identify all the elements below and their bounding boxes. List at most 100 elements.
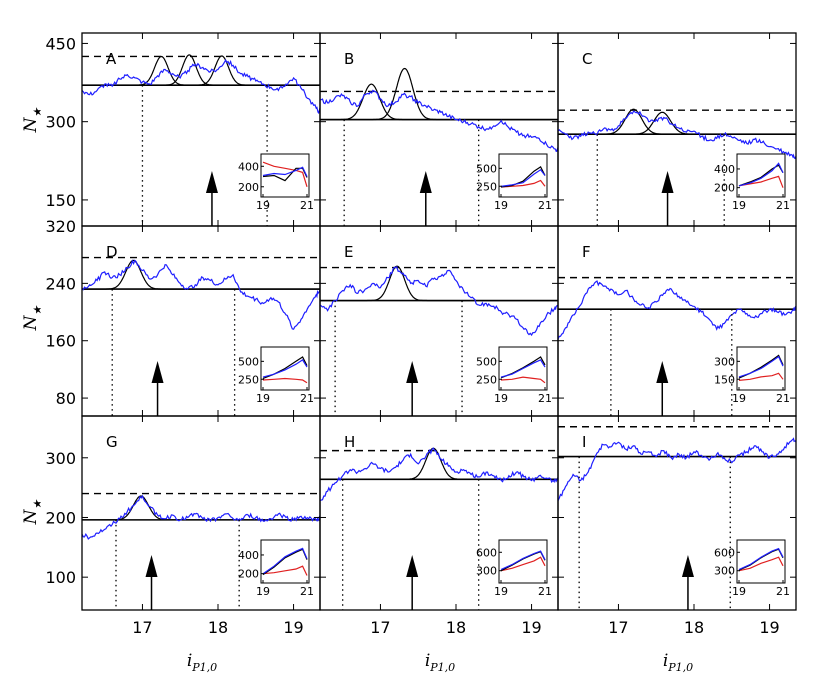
- panel-g-inset-blue-line: [262, 547, 308, 575]
- xlabel-col3: iP1,0: [663, 651, 693, 674]
- panel-c-gaussian-fit-1: [558, 108, 796, 135]
- panel-d-inset-ytick-label: 250: [238, 373, 259, 386]
- panel-c-inset-xtick-label: 21: [776, 199, 790, 212]
- panel-e-arrow-head: [406, 361, 419, 383]
- panel-c-plot-area: [558, 108, 796, 226]
- panel-i-inset-frame: [736, 539, 786, 584]
- panel-e-gaussian-fit-1: [320, 265, 558, 302]
- panel-g-inset-ytick-label: 200: [238, 568, 259, 581]
- panel-b-inset-black-line: [500, 166, 546, 188]
- ylabel-row2: N★: [21, 305, 44, 332]
- panel-b: B 250 500 19 21: [319, 32, 559, 227]
- panel-i-label: I: [582, 433, 586, 451]
- panel-i-inset-ytick-label: 600: [714, 546, 735, 559]
- panel-a-ytick-label: 150: [45, 191, 76, 210]
- panel-a-gaussian-fit-3: [82, 55, 320, 86]
- panel-h-inset-red-line: [500, 556, 546, 572]
- panel-b-inset-ytick-label: 500: [476, 162, 497, 175]
- panel-h-label: H: [344, 433, 355, 451]
- panel-h-xtick-label: 18: [446, 618, 466, 637]
- panel-e-inset-xtick-label: 21: [538, 392, 552, 405]
- panel-g-inset-red-line: [262, 565, 308, 576]
- panel-d-ytick-label: 160: [45, 332, 76, 351]
- panel-d-inset-ytick-label: 500: [238, 355, 259, 368]
- panel-a-inset-blue-line: [262, 166, 308, 177]
- panel-b-inset-red-line: [500, 179, 546, 188]
- panel-c-label: C: [582, 50, 592, 68]
- panel-g-inset-xtick-label: 19: [256, 585, 270, 598]
- panel-f-inset-xtick-label: 21: [776, 392, 790, 405]
- panel-d-inset-blue-line: [262, 359, 308, 378]
- panel-h-xtick-label: 17: [370, 618, 390, 637]
- panel-d-arrow-head: [151, 361, 164, 383]
- panel-g-inset-xtick-label: 21: [300, 585, 314, 598]
- panel-c-arrow-head: [661, 171, 674, 193]
- panel-a-inset-ytick-label: 200: [238, 181, 259, 194]
- panel-b-gaussian-fit-1: [320, 83, 558, 121]
- panel-c-inset-black-line: [738, 164, 784, 187]
- panel-g-xtick-label: 19: [283, 618, 303, 637]
- panel-b-inset-xtick-label: 19: [494, 199, 508, 212]
- panel-d: D 250 500 19 21 80 160 240: [45, 225, 321, 417]
- xlabel-col2: iP1,0: [425, 651, 455, 674]
- panel-i-xtick-label: 18: [684, 618, 704, 637]
- panel-b-inset-frame: [498, 153, 548, 198]
- panel-h-inset-xtick-label: 19: [494, 585, 508, 598]
- panel-g-gaussian-fit-1: [82, 495, 320, 521]
- panel-c-gaussian-fit-2: [558, 111, 796, 135]
- panel-c-inset-ytick-label: 200: [714, 182, 735, 195]
- panel-f-inset-blue-line: [738, 355, 784, 378]
- panel-e: E 250 500 19 21: [319, 225, 559, 417]
- panel-b-inset-ytick-label: 250: [476, 180, 497, 193]
- panel-g-inset-ytick-label: 400: [238, 549, 259, 562]
- panel-h-inset-ytick-label: 300: [476, 565, 497, 578]
- panel-h-arrow-head: [406, 555, 419, 577]
- panel-f: F 150 300 19 21: [557, 225, 797, 417]
- panel-i-plot-area: [558, 426, 796, 610]
- panel-a-data-series: [82, 58, 320, 115]
- panel-h-inset: 300 600 19 21: [476, 539, 552, 598]
- panel-g-data-series: [82, 494, 320, 540]
- panel-i-inset-red-line: [738, 556, 784, 572]
- panel-f-inset-ytick-label: 150: [714, 373, 735, 386]
- panel-c-inset-blue-line: [738, 162, 784, 187]
- panel-i-xtick-label: 17: [608, 618, 628, 637]
- panel-c: C 200 400 19 21: [557, 32, 797, 227]
- panel-g-ytick-label: 200: [45, 508, 76, 527]
- panel-e-data-series: [320, 265, 558, 337]
- panel-a-inset-red-line: [262, 161, 308, 187]
- panel-d-ytick-label: 240: [45, 274, 76, 293]
- panel-h-inset-frame: [498, 539, 548, 584]
- panel-f-inset-xtick-label: 19: [732, 392, 746, 405]
- ylabel-row3: N★: [21, 499, 44, 526]
- panel-e-inset: 250 500 19 21: [476, 346, 552, 405]
- panel-g-plot-area: [82, 492, 320, 610]
- panel-c-inset: 200 400 19 21: [714, 153, 790, 212]
- panel-b-gaussian-fit-2: [320, 67, 558, 121]
- panel-a-arrow-head: [205, 171, 218, 193]
- panel-d-label: D: [106, 243, 118, 261]
- panel-a-ytick-label: 300: [45, 113, 76, 132]
- panel-d-plot-area: [82, 256, 320, 416]
- panel-b-inset: 250 500 19 21: [476, 153, 552, 212]
- panel-f-inset-red-line: [738, 372, 784, 381]
- panel-d-ytick-label: 80: [56, 389, 76, 408]
- ylabel-row1: N★: [21, 107, 44, 134]
- panel-a: A 200 400 19 21 150 300 450 320: [45, 32, 321, 236]
- panel-i-inset-xtick-label: 19: [732, 585, 746, 598]
- panel-e-inset-red-line: [500, 376, 546, 384]
- panel-e-inset-xtick-label: 19: [494, 392, 508, 405]
- panel-b-plot-area: [320, 67, 558, 226]
- panel-e-inset-ytick-label: 500: [476, 355, 497, 368]
- panel-g-inset-frame: [260, 539, 310, 584]
- panel-a-inset-ytick-label: 400: [238, 160, 259, 173]
- panel-i-inset-xtick-label: 21: [776, 585, 790, 598]
- panel-a-plot-area: [82, 54, 320, 226]
- panel-e-plot-area: [320, 265, 558, 416]
- panel-c-data-series: [558, 110, 796, 160]
- panel-d-inset-red-line: [262, 377, 308, 384]
- panel-d-inset-xtick-label: 21: [300, 392, 314, 405]
- panel-g-ytick-label: 100: [45, 568, 76, 587]
- panel-b-inset-blue-line: [500, 168, 546, 187]
